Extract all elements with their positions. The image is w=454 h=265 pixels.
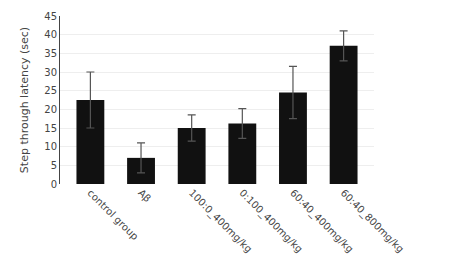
svg-text:60:40_800mg/kg: 60:40_800mg/kg (338, 187, 406, 255)
svg-text:0: 0 (51, 179, 57, 190)
svg-text:35: 35 (44, 48, 57, 59)
svg-text:20: 20 (44, 104, 57, 115)
svg-text:100:0_400mg/kg: 100:0_400mg/kg (186, 187, 254, 255)
svg-text:45: 45 (44, 11, 57, 22)
svg-text:5: 5 (51, 160, 57, 171)
svg-text:25: 25 (44, 85, 57, 96)
svg-text:15: 15 (44, 123, 57, 134)
svg-text:30: 30 (44, 67, 57, 78)
svg-text:control group: control group (85, 187, 140, 242)
svg-text:10: 10 (44, 141, 57, 152)
svg-text:60:40_400mg/kg: 60:40_400mg/kg (287, 187, 355, 255)
svg-text:Aβ: Aβ (136, 187, 153, 204)
svg-text:40: 40 (44, 29, 57, 40)
svg-text:Step through latency (sec): Step through latency (sec) (18, 27, 31, 173)
svg-text:0:100_400mg/kg: 0:100_400mg/kg (237, 187, 305, 255)
